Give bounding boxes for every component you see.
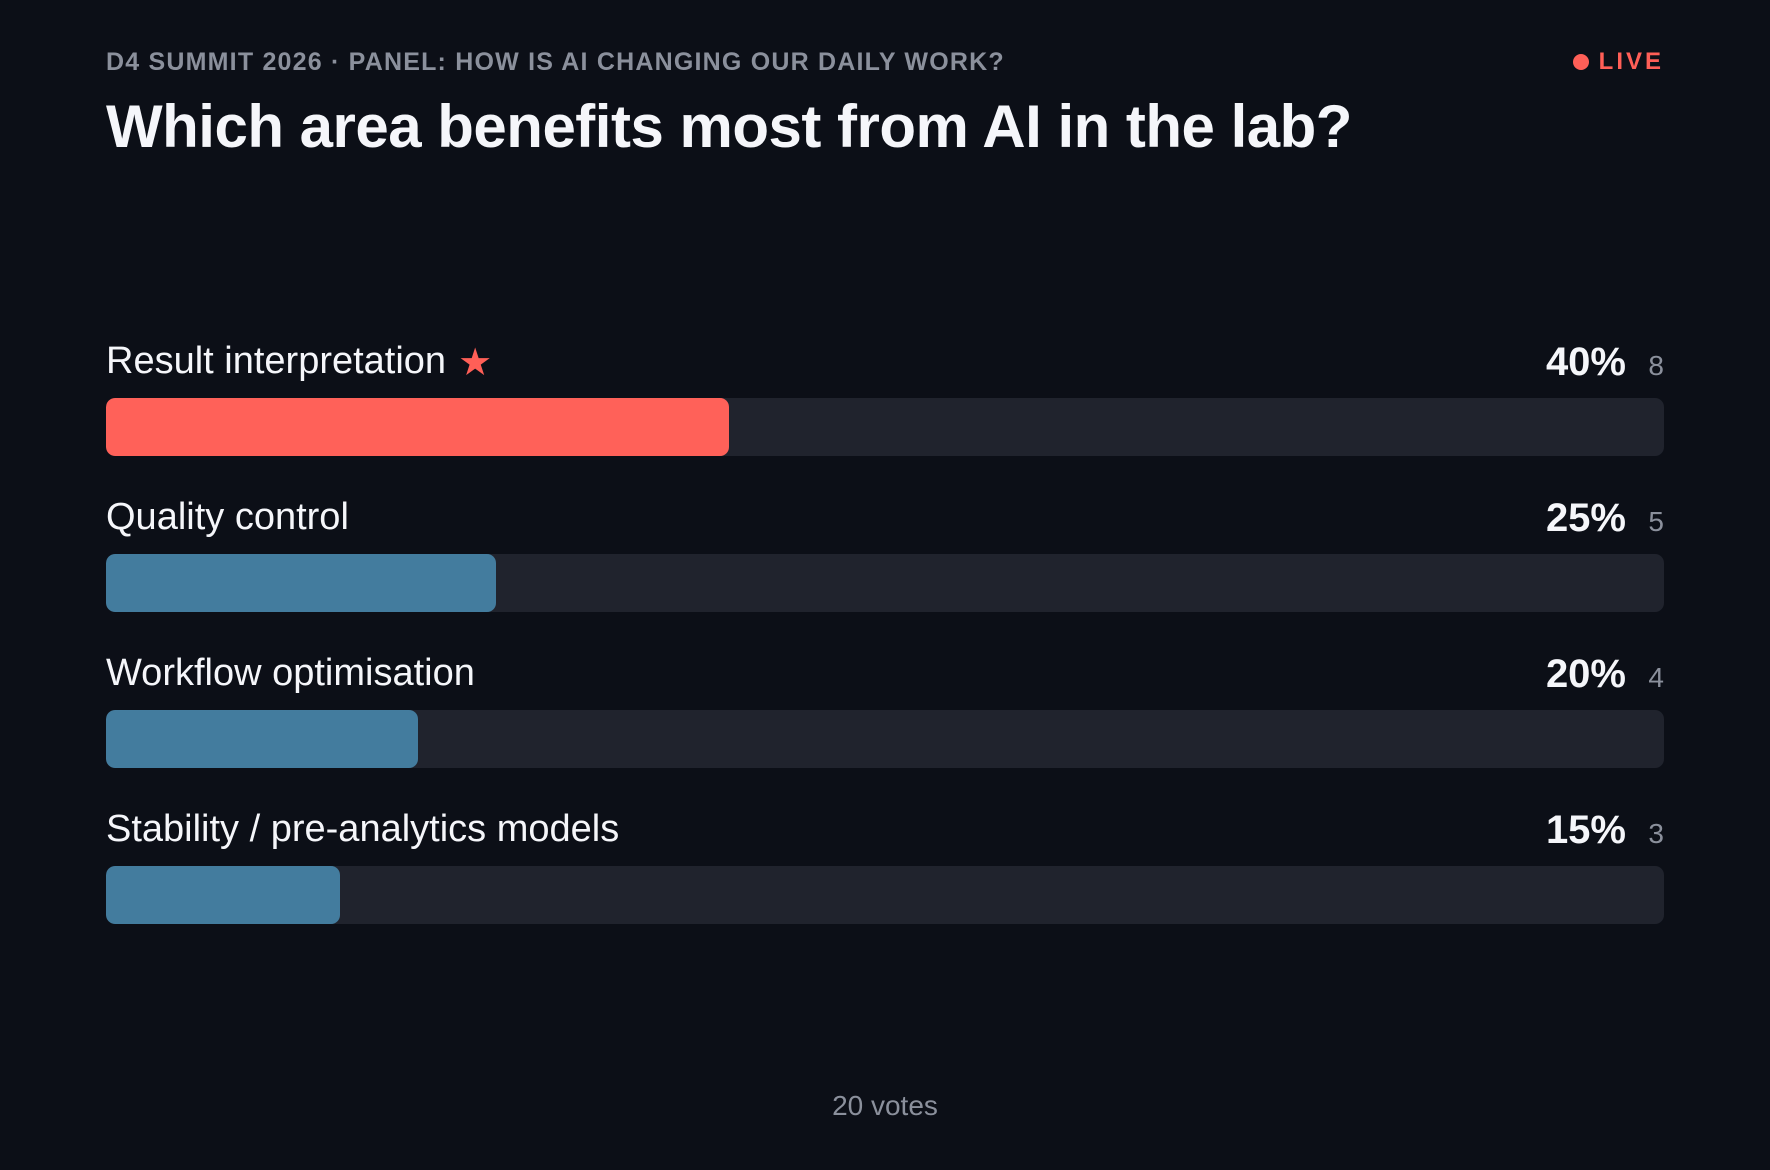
option-label: Stability / pre-analytics models xyxy=(106,808,620,850)
option-vote-count: 4 xyxy=(1648,662,1664,693)
poll-eyebrow: D4 SUMMIT 2026 · PANEL: HOW IS AI CHANGI… xyxy=(106,48,1005,76)
poll-options: Result interpretation ★ 40% 8 Quality co… xyxy=(106,338,1664,962)
option-vote-count: 8 xyxy=(1648,350,1664,381)
vote-total: 20 votes xyxy=(832,1090,938,1121)
option-percent: 15% xyxy=(1545,808,1626,852)
option-bar-track xyxy=(106,710,1664,768)
option-bar-fill xyxy=(106,866,340,924)
option-bar-track xyxy=(106,398,1664,456)
live-indicator: LIVE xyxy=(1572,48,1664,76)
option-percent: 25% xyxy=(1545,496,1626,540)
poll-question: Which area benefits most from AI in the … xyxy=(106,93,1352,160)
star-icon: ★ xyxy=(458,339,493,384)
option-label: Result interpretation xyxy=(106,340,447,382)
option-bar-track xyxy=(106,554,1664,612)
option-bar-fill xyxy=(106,710,418,768)
option-label: Workflow optimisation xyxy=(106,652,475,694)
option-vote-count: 5 xyxy=(1648,506,1664,537)
poll-option-result-interpretation: Result interpretation ★ 40% 8 xyxy=(106,338,1664,494)
option-bar-track xyxy=(106,866,1664,924)
option-percent: 20% xyxy=(1545,652,1626,696)
option-bar-fill xyxy=(106,554,496,612)
option-vote-count: 3 xyxy=(1648,818,1664,849)
option-percent: 40% xyxy=(1545,340,1626,384)
option-label: Quality control xyxy=(106,496,349,538)
poll-option-workflow-optimisation: Workflow optimisation 20% 4 xyxy=(106,650,1664,806)
poll-option-stability-models: Stability / pre-analytics models 15% 3 xyxy=(106,806,1664,962)
live-label: LIVE xyxy=(1598,48,1664,75)
live-dot-icon xyxy=(1572,54,1589,70)
poll-option-quality-control: Quality control 25% 5 xyxy=(106,494,1664,650)
option-bar-fill xyxy=(106,398,730,456)
